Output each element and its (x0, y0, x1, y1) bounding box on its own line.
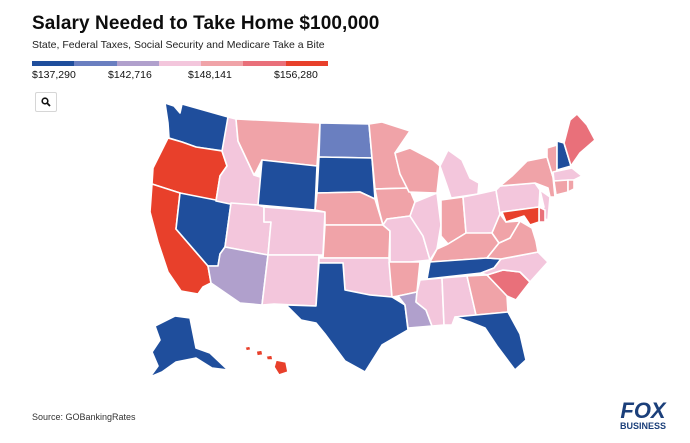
state-MD[interactable] (501, 206, 540, 226)
state-TX[interactable] (285, 262, 409, 373)
state-HI[interactable] (244, 345, 289, 376)
legend-label-max: $156,280 (274, 69, 318, 81)
logo-fox-text: FOX (620, 398, 667, 423)
state-MI[interactable] (439, 149, 480, 199)
legend-label-min: $137,290 (32, 69, 76, 81)
legend-label-3: $148,141 (188, 69, 232, 81)
legend-label-2: $142,716 (108, 69, 152, 81)
state-MA[interactable] (552, 167, 583, 182)
state-WI[interactable] (394, 147, 441, 194)
legend-swatch-4 (158, 61, 202, 66)
search-icon (41, 97, 51, 107)
source-note: Source: GOBankingRates (32, 412, 136, 422)
page-title: Salary Needed to Take Home $100,000 (32, 13, 380, 34)
state-HI-island-4 (273, 359, 289, 376)
state-FL[interactable] (454, 311, 527, 371)
state-HI-island-2 (255, 349, 264, 357)
state-ME[interactable] (563, 113, 596, 167)
logo-business-text: BUSINESS (620, 421, 666, 431)
state-AK[interactable] (149, 315, 229, 378)
state-HI-island-1 (244, 345, 252, 352)
legend-color-scale (32, 61, 328, 66)
state-WY[interactable] (257, 159, 318, 211)
state-DE[interactable] (538, 206, 546, 223)
legend-swatch-5 (201, 61, 244, 66)
state-CO[interactable] (263, 206, 326, 256)
state-NM[interactable] (261, 254, 320, 307)
fox-business-logo: FOX BUSINESS (620, 398, 667, 431)
state-KS[interactable] (322, 224, 391, 259)
legend-swatch-2 (74, 61, 117, 66)
state-HI-island-3 (265, 354, 274, 361)
legend-swatch-7 (285, 61, 328, 66)
state-RI[interactable] (567, 179, 575, 193)
state-GA[interactable] (466, 274, 509, 316)
legend-labels: $137,290 $142,716 $148,141 $156,280 (32, 69, 352, 83)
state-NH[interactable] (556, 140, 572, 171)
legend-swatch-3 (116, 61, 159, 66)
state-CT[interactable] (553, 179, 569, 196)
state-NY[interactable] (499, 156, 556, 198)
legend-swatch-1 (32, 61, 75, 66)
state-ND[interactable] (318, 122, 373, 159)
legend-swatch-6 (243, 61, 286, 66)
page-subtitle: State, Federal Taxes, Social Security an… (32, 39, 325, 51)
map-search-button[interactable] (35, 92, 57, 112)
